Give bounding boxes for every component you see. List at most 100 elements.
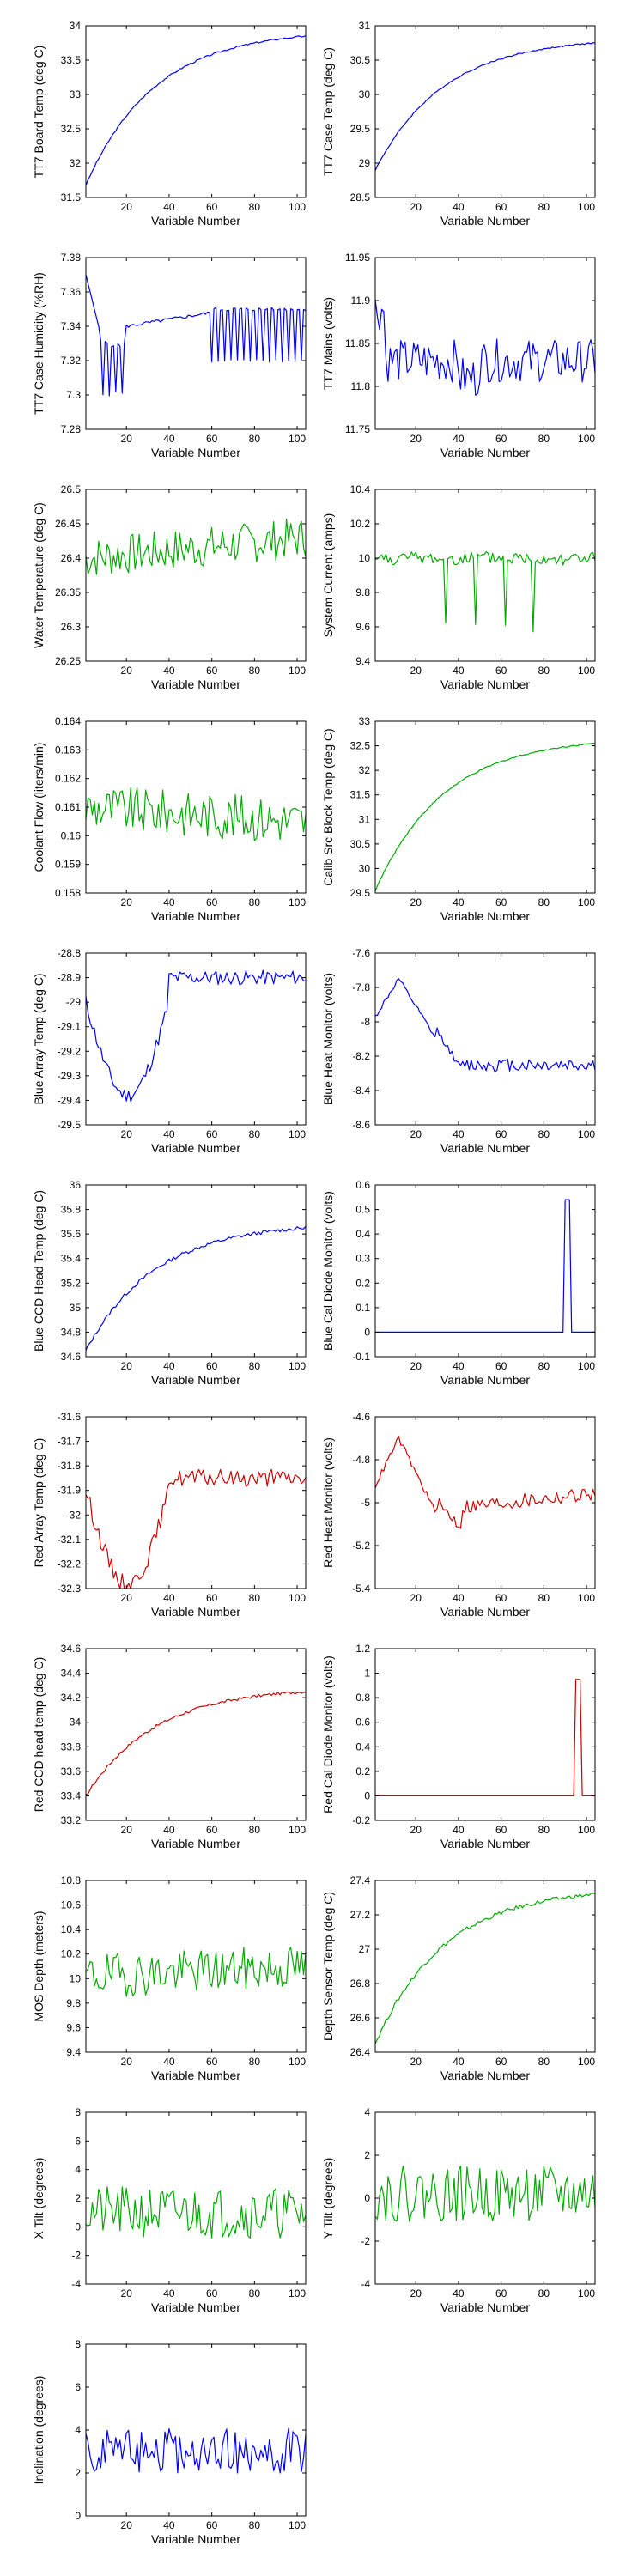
series-line bbox=[374, 978, 596, 1072]
series-line bbox=[85, 2186, 307, 2239]
y-tick-label: -29.4 bbox=[58, 1094, 82, 1106]
x-tick-label: 60 bbox=[206, 1592, 218, 1604]
y-tick-label: 30 bbox=[359, 88, 371, 100]
y-tick-label: 29.5 bbox=[350, 123, 371, 135]
x-axis-label: Variable Number bbox=[151, 1605, 240, 1619]
x-axis-label: Variable Number bbox=[151, 1373, 240, 1387]
y-tick-label: 0.6 bbox=[355, 1179, 370, 1191]
x-tick-label: 20 bbox=[121, 2056, 133, 2068]
y-tick-label: 27 bbox=[359, 1943, 371, 1955]
x-tick-label: 40 bbox=[453, 2287, 465, 2300]
x-tick-label: 60 bbox=[206, 2287, 218, 2300]
x-axis-label: Variable Number bbox=[440, 1141, 530, 1155]
x-tick-label: 80 bbox=[249, 1824, 261, 1836]
x-tick-label: 40 bbox=[453, 201, 465, 213]
plot-frame bbox=[85, 1416, 307, 1589]
x-tick-label: 80 bbox=[249, 2056, 261, 2068]
x-tick-label: 20 bbox=[410, 1824, 422, 1836]
y-tick-label: 10.6 bbox=[61, 1899, 82, 1911]
y-tick-label: 0.162 bbox=[55, 773, 81, 785]
y-axis-label: TT7 Board Temp (deg C) bbox=[32, 46, 46, 179]
x-tick-label: 40 bbox=[453, 1128, 465, 1140]
x-tick-label: 60 bbox=[206, 1824, 218, 1836]
y-tick-label: 31 bbox=[359, 813, 371, 825]
y-tick-label: 34 bbox=[70, 1716, 82, 1728]
y-tick-label: 1 bbox=[364, 1668, 370, 1680]
series-line bbox=[85, 1691, 307, 1795]
y-tick-label: -2 bbox=[71, 2250, 81, 2262]
x-tick-label: 100 bbox=[289, 1128, 306, 1140]
y-tick-label: 33 bbox=[359, 715, 371, 727]
x-tick-label: 60 bbox=[206, 1128, 218, 1140]
y-tick-label: 6 bbox=[75, 2381, 81, 2393]
subplot-11: 34.6 34.8 35 35.2 35.4 35.6 35.8 36 20 40 60 80 100 V… bbox=[32, 1179, 307, 1387]
y-tick-label: -7.8 bbox=[352, 981, 370, 993]
x-tick-label: 40 bbox=[453, 665, 465, 677]
y-tick-label: -28.8 bbox=[58, 947, 82, 959]
y-tick-label: 33.8 bbox=[61, 1741, 82, 1753]
x-tick-label: 60 bbox=[495, 1360, 507, 1372]
y-tick-label: 2 bbox=[75, 2192, 81, 2204]
y-tick-label: -29.1 bbox=[58, 1021, 82, 1033]
x-tick-label: 80 bbox=[249, 1128, 261, 1140]
y-axis-label: Coolant Flow (liters/min) bbox=[32, 743, 46, 872]
y-tick-label: 11.9 bbox=[351, 295, 371, 307]
y-tick-label: 11.95 bbox=[345, 252, 370, 264]
x-tick-label: 100 bbox=[289, 2056, 306, 2068]
y-tick-label: -31.6 bbox=[58, 1411, 82, 1423]
x-tick-label: 20 bbox=[410, 665, 422, 677]
x-tick-label: 60 bbox=[495, 2056, 507, 2068]
series-line bbox=[374, 1436, 596, 1529]
x-tick-label: 40 bbox=[163, 1128, 175, 1140]
y-tick-label: 11.85 bbox=[345, 337, 370, 349]
y-tick-label: 7.28 bbox=[61, 423, 82, 435]
subplot-14: -5.4 -5.2 -5 -4.8 -4.6 20 40 60 80 100 Variable Nu… bbox=[321, 1411, 596, 1619]
y-tick-label: 0 bbox=[364, 2192, 370, 2204]
subplot-20: -4 -2 0 2 4 20 40 60 80 100 Variable Number Y Tilt … bbox=[321, 2106, 596, 2314]
x-tick-label: 60 bbox=[495, 201, 507, 213]
plot-frame bbox=[374, 720, 596, 894]
x-tick-label: 100 bbox=[289, 2519, 306, 2531]
x-tick-label: 60 bbox=[495, 1592, 507, 1604]
y-tick-label: 35.8 bbox=[61, 1204, 82, 1216]
y-tick-label: 10.4 bbox=[61, 1923, 82, 1935]
x-tick-label: 80 bbox=[249, 2519, 261, 2531]
series-line bbox=[85, 969, 307, 1103]
x-tick-label: 100 bbox=[578, 896, 595, 908]
x-axis-label: Variable Number bbox=[151, 214, 240, 228]
x-axis-label: Variable Number bbox=[440, 446, 530, 459]
plot-frame bbox=[85, 1184, 307, 1358]
y-tick-label: -31.9 bbox=[58, 1485, 82, 1497]
y-tick-label: 27.4 bbox=[350, 1874, 371, 1886]
y-tick-label: -29 bbox=[66, 996, 82, 1008]
y-tick-label: 33.5 bbox=[61, 54, 82, 66]
x-tick-label: 40 bbox=[163, 201, 175, 213]
x-axis-label: Variable Number bbox=[151, 2069, 240, 2082]
subplot-13: -32.3 -32.2 -32.1 -32 -31.9 -31.8 -31.7 -31.6 20… bbox=[32, 1411, 307, 1619]
x-tick-label: 60 bbox=[495, 1128, 507, 1140]
subplot-12: -0.1 0 0.1 0.2 0.3 0.4 0.5 0.6 20 40 60 80 100 Variab… bbox=[321, 1179, 596, 1387]
y-tick-label: 2 bbox=[364, 2149, 370, 2161]
x-tick-label: 40 bbox=[163, 2519, 175, 2531]
y-tick-label: 0.8 bbox=[355, 1692, 370, 1704]
y-tick-label: 32 bbox=[359, 764, 371, 776]
x-tick-label: 40 bbox=[163, 2287, 175, 2300]
y-tick-label: 34 bbox=[70, 20, 82, 32]
y-tick-label: 34.6 bbox=[61, 1351, 82, 1363]
y-axis-label: Calib Src Block Temp (deg C) bbox=[321, 728, 335, 885]
y-tick-label: -4.8 bbox=[352, 1454, 370, 1466]
subplot-10: -8.6 -8.4 -8.2 -8 -7.8 -7.6 20 40 60 80 100 Variabl… bbox=[321, 947, 596, 1155]
subplot-21: 0 2 4 6 8 20 40 60 80 100 Variable Number Inclinati… bbox=[32, 2338, 307, 2546]
x-axis-label: Variable Number bbox=[151, 909, 240, 923]
y-tick-label: 34.2 bbox=[61, 1692, 82, 1704]
y-axis-label: TT7 Case Temp (deg C) bbox=[321, 47, 335, 176]
x-tick-label: 100 bbox=[578, 1824, 595, 1836]
x-tick-label: 20 bbox=[121, 1128, 133, 1140]
y-tick-label: 9.4 bbox=[355, 655, 370, 667]
y-axis-label: Blue Array Temp (deg C) bbox=[32, 973, 46, 1104]
x-tick-label: 40 bbox=[163, 665, 175, 677]
y-tick-label: -0.2 bbox=[352, 1814, 370, 1826]
y-tick-label: 36 bbox=[70, 1179, 82, 1191]
y-tick-label: 31.5 bbox=[61, 191, 82, 204]
